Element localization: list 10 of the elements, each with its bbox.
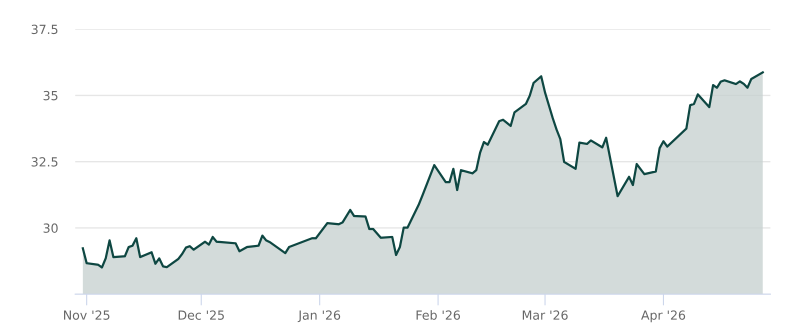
x-tick-label: Mar '26 xyxy=(522,310,568,320)
x-tick-label: Dec '25 xyxy=(178,310,224,320)
y-tick-label: 37.5 xyxy=(32,24,58,34)
y-tick-label: 32.5 xyxy=(32,157,58,167)
y-tick-label: 30 xyxy=(44,223,58,233)
x-tick-label: Nov '25 xyxy=(64,310,110,320)
x-tick-label: Apr '26 xyxy=(641,310,686,322)
x-tick-label: Feb '26 xyxy=(416,310,460,320)
y-tick-label: 35 xyxy=(44,90,58,100)
x-tick-label: Jan '26 xyxy=(298,310,340,322)
